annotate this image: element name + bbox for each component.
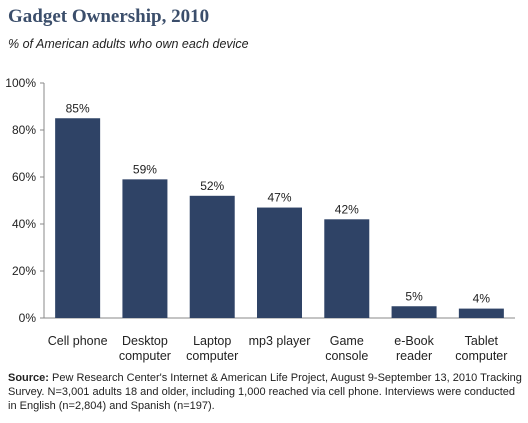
bar <box>324 219 370 318</box>
data-label: 5% <box>405 289 423 303</box>
category-label: Cell phone <box>48 334 108 348</box>
data-label: 52% <box>200 179 224 193</box>
data-label: 42% <box>335 202 359 216</box>
y-tick-label: 80% <box>12 123 36 137</box>
category-label: mp3 player <box>249 334 311 348</box>
chart-title: Gadget Ownership, 2010 <box>8 6 210 27</box>
source-text: Pew Research Center's Internet & America… <box>8 372 522 412</box>
bar <box>122 179 168 318</box>
category-label: Game <box>330 334 364 348</box>
data-label: 4% <box>473 292 491 306</box>
y-tick-label: 60% <box>12 170 36 184</box>
category-label: computer <box>119 349 171 363</box>
source-note: Source: Pew Research Center's Internet &… <box>8 371 522 413</box>
category-label: computer <box>186 349 238 363</box>
bar <box>257 207 302 318</box>
category-label: Tablet <box>465 334 499 348</box>
data-label: 47% <box>267 191 291 205</box>
category-label: e-Book <box>394 334 434 348</box>
bar <box>458 308 504 318</box>
category-label: console <box>325 349 368 363</box>
source-label: Source: <box>8 372 49 384</box>
y-tick-label: 40% <box>12 217 36 231</box>
chart-subtitle: % of American adults who own each device <box>8 37 249 51</box>
category-label: reader <box>396 349 432 363</box>
category-label: Laptop <box>193 334 231 348</box>
bar <box>391 306 437 318</box>
category-label: computer <box>455 349 507 363</box>
y-tick-label: 20% <box>12 264 36 278</box>
bar-chart: 0% 20% 40% 60% 80% 100% 85% Cell phone 59% Deskto… <box>5 76 515 363</box>
category-label: Desktop <box>122 334 168 348</box>
y-tick-label: 100% <box>5 76 36 90</box>
data-label: 85% <box>66 101 90 115</box>
data-label: 59% <box>133 162 157 176</box>
bar <box>189 195 235 318</box>
bar <box>55 118 101 318</box>
y-tick-label: 0% <box>19 311 37 325</box>
